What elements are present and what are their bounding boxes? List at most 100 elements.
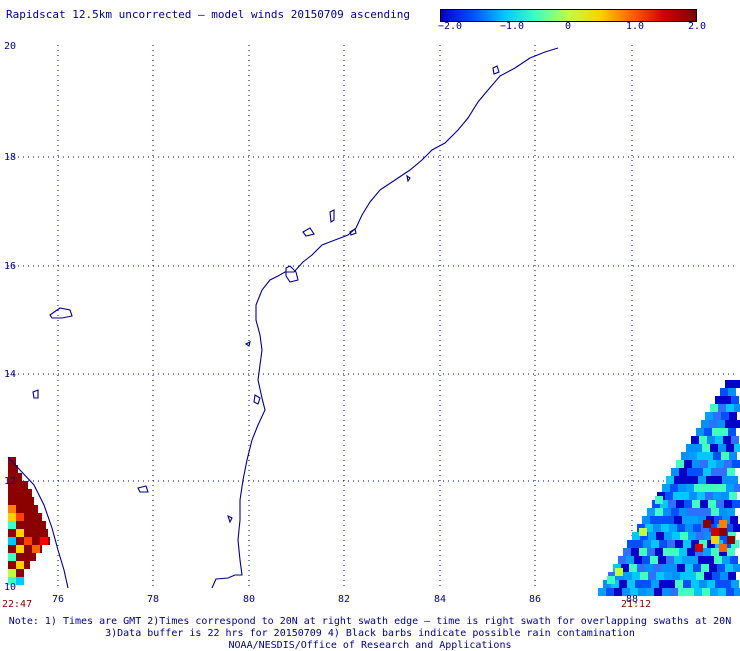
wind-cell [692,460,700,468]
wind-cell [663,508,671,516]
wind-cell [689,492,697,500]
colorbar-tick: 1.0 [625,21,645,32]
wind-cell [16,545,24,553]
wind-cell [710,588,718,596]
wind-cell [693,524,701,532]
wind-cell [703,520,711,528]
wind-cell [632,572,640,580]
wind-cell [673,492,681,500]
wind-cell [734,404,740,412]
wind-cell [717,420,725,428]
wind-cell [731,396,739,404]
wind-cell [731,580,739,588]
wind-cell [694,588,702,596]
wind-cell [728,388,736,396]
wind-cell [627,540,635,548]
swath-time-left: 22:47 [2,599,33,610]
colorbar-tick: −2.0 [437,21,463,32]
wind-cell [672,532,680,540]
wind-cell [711,468,719,476]
wind-cell [712,428,720,436]
wind-cell [683,540,691,548]
wind-cell [661,564,669,572]
wind-cell [653,564,661,572]
wind-cell [679,548,687,556]
wind-cell [16,529,24,537]
wind-cell [669,524,677,532]
wind-cell [690,556,698,564]
wind-cell [606,588,614,596]
lat-label: 10 [4,582,16,593]
wind-cell [655,508,663,516]
wind-cell [709,564,717,572]
wind-cell [703,548,711,556]
wind-cell [686,444,694,452]
wind-cell [8,537,16,545]
wind-cell [729,492,737,500]
wind-cell [733,524,740,532]
wind-cell [709,420,717,428]
wind-cell [637,564,645,572]
wind-cell [704,532,712,540]
wind-cell [666,516,674,524]
wind-cell [701,420,709,428]
wind-cell [667,540,675,548]
wind-cell [715,580,723,588]
wind-cell [728,572,736,580]
wind-cell [719,528,727,536]
wind-cell [719,544,727,552]
wind-cell [719,508,727,516]
wind-cell [734,588,740,596]
wind-cell [668,500,676,508]
wind-cell [8,553,36,561]
wind-cell [598,588,606,596]
wind-cell [632,532,640,540]
wind-cell [734,444,740,452]
lon-label: 76 [52,594,64,605]
wind-cell [655,496,663,504]
wind-cell [687,548,695,556]
footnote-line: NOAA/NESDIS/Office of Research and Appli… [228,640,512,651]
wind-cell [726,588,734,596]
wind-cell [8,553,16,561]
wind-cell [8,489,32,497]
wind-cell [16,513,24,521]
wind-cell [716,460,724,468]
wind-cell [647,548,655,556]
wind-cell [666,476,674,484]
wind-cell [40,537,48,545]
wind-cell [639,548,647,556]
lat-label: 12 [4,476,16,487]
wind-cell [708,460,716,468]
wind-cell [722,556,730,564]
wind-cell [695,468,703,476]
wind-cell [694,444,702,452]
lon-label: 84 [434,594,446,605]
wind-cell [690,516,698,524]
wind-cell [727,548,735,556]
wind-cell [640,572,648,580]
wind-cell [715,396,723,404]
wind-cell [630,588,638,596]
footnote-line: Note: 1) Times are GMT 2)Times correspon… [8,616,732,627]
wind-cell [8,465,18,473]
wind-cell [705,492,713,500]
lon-label: 78 [147,594,159,605]
wind-cell [726,404,734,412]
wind-cell [698,556,706,564]
wind-cell [680,572,688,580]
wind-cell [681,452,689,460]
wind-cell [700,460,708,468]
wind-cell [646,588,654,596]
wind-cell [713,492,721,500]
wind-cell [732,500,740,508]
colorbar [440,9,697,22]
wind-cell [666,556,674,564]
wind-cell [664,532,672,540]
wind-cell [699,436,707,444]
wind-cell [697,492,705,500]
wind-cell [653,524,661,532]
wind-cell [727,508,735,516]
wind-cell [8,521,46,529]
wind-cell [675,580,683,588]
